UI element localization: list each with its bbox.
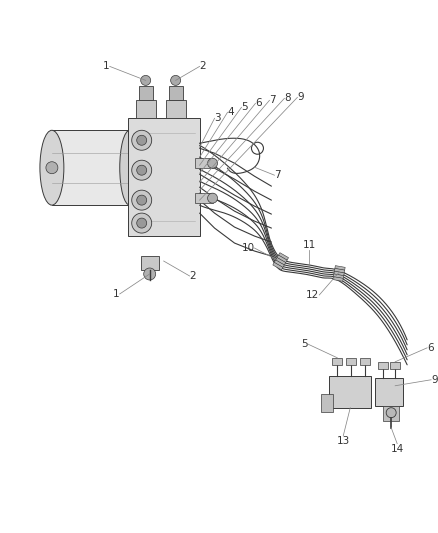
Circle shape xyxy=(144,268,155,280)
Bar xyxy=(169,86,183,100)
Text: 1: 1 xyxy=(103,61,110,71)
Polygon shape xyxy=(279,253,289,260)
Text: 13: 13 xyxy=(337,435,350,446)
Circle shape xyxy=(46,161,58,174)
Text: 9: 9 xyxy=(297,92,304,102)
Circle shape xyxy=(132,160,152,180)
Text: 1: 1 xyxy=(113,289,120,299)
Polygon shape xyxy=(276,257,286,265)
Bar xyxy=(346,358,356,365)
Circle shape xyxy=(132,190,152,210)
Polygon shape xyxy=(333,277,343,281)
Text: 3: 3 xyxy=(215,114,221,123)
Text: 7: 7 xyxy=(269,95,276,106)
Bar xyxy=(52,130,130,205)
Text: 12: 12 xyxy=(306,290,319,300)
Circle shape xyxy=(141,75,151,85)
Text: 5: 5 xyxy=(301,339,307,349)
Text: 7: 7 xyxy=(275,170,281,180)
Text: 6: 6 xyxy=(427,343,434,353)
Text: 2: 2 xyxy=(200,61,206,71)
Circle shape xyxy=(171,75,180,85)
Text: 10: 10 xyxy=(241,243,254,253)
Bar xyxy=(390,362,400,369)
Polygon shape xyxy=(273,262,283,270)
Bar xyxy=(128,118,200,236)
Text: 6: 6 xyxy=(255,99,262,108)
Circle shape xyxy=(208,193,218,203)
Bar xyxy=(378,362,388,369)
Bar xyxy=(136,100,155,118)
Polygon shape xyxy=(334,269,345,273)
Bar xyxy=(375,378,403,406)
Polygon shape xyxy=(333,274,344,279)
Text: 5: 5 xyxy=(241,102,248,112)
Ellipse shape xyxy=(40,130,64,205)
Bar xyxy=(194,193,212,203)
Bar xyxy=(383,406,399,421)
Circle shape xyxy=(137,218,147,228)
Text: 11: 11 xyxy=(303,240,316,250)
Text: 2: 2 xyxy=(190,271,196,281)
Polygon shape xyxy=(274,260,284,268)
Circle shape xyxy=(137,135,147,146)
Circle shape xyxy=(132,130,152,150)
Text: 8: 8 xyxy=(284,93,291,103)
Circle shape xyxy=(137,165,147,175)
Text: 14: 14 xyxy=(391,443,404,454)
Polygon shape xyxy=(277,255,287,263)
Polygon shape xyxy=(335,265,345,270)
Text: 4: 4 xyxy=(227,107,234,117)
Bar xyxy=(166,100,186,118)
Bar xyxy=(329,376,371,408)
Circle shape xyxy=(386,408,396,418)
Circle shape xyxy=(208,158,218,168)
Text: 9: 9 xyxy=(431,375,438,385)
Bar xyxy=(194,158,212,168)
Bar xyxy=(139,86,153,100)
Bar xyxy=(332,358,342,365)
Polygon shape xyxy=(334,271,344,276)
Bar xyxy=(141,256,159,270)
Bar xyxy=(360,358,370,365)
Circle shape xyxy=(132,213,152,233)
Circle shape xyxy=(137,195,147,205)
Ellipse shape xyxy=(120,130,140,205)
Bar xyxy=(321,394,333,411)
